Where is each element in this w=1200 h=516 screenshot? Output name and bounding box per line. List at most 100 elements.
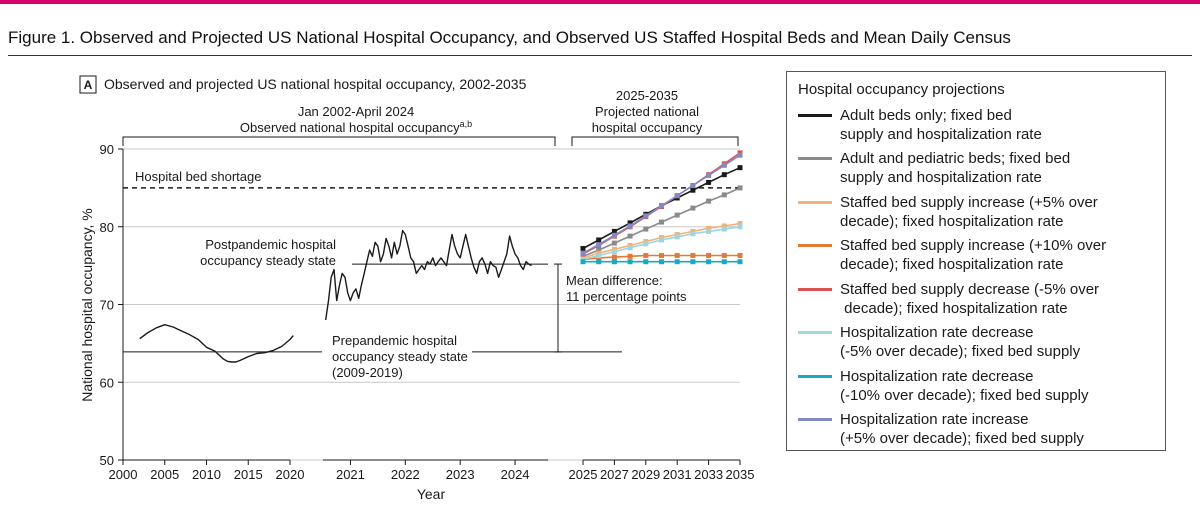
observed-series — [139, 229, 532, 363]
x-tick-label: 2000 — [109, 467, 138, 482]
series-point — [627, 233, 633, 239]
series-point — [690, 231, 696, 237]
x-tick-label: 2035 — [726, 467, 755, 482]
prepandemic-label-line2: occupancy steady state — [332, 349, 468, 364]
series-point — [659, 203, 664, 209]
projected-bracket — [571, 136, 739, 146]
figure-title: Figure 1. Observed and Projected US Nati… — [8, 28, 1011, 47]
series-point — [737, 165, 743, 171]
legend-swatch — [798, 375, 832, 378]
series-point — [674, 234, 680, 240]
series-point — [721, 162, 727, 168]
legend-swatch — [798, 244, 832, 247]
series-point — [690, 183, 696, 189]
series-point — [627, 245, 633, 251]
y-axis-label: National hospital occupancy, % — [79, 208, 95, 402]
observed-bracket-superscript: a,b — [460, 119, 473, 129]
series-point — [596, 247, 602, 253]
postpandemic-label-line1: Postpandemic hospital — [205, 237, 336, 252]
series-point — [674, 193, 680, 199]
x-tick-label: 2031 — [663, 467, 692, 482]
observed-bracket — [122, 136, 556, 146]
series-point — [674, 212, 680, 218]
series-point — [659, 259, 664, 265]
series-point — [659, 253, 664, 259]
series-group — [580, 185, 743, 259]
x-tick-label: 2020 — [276, 467, 305, 482]
observed-bracket-line2: Observed national hospital occupancya,b — [240, 119, 472, 135]
series-point — [627, 223, 633, 229]
legend-label: Hospitalization rate decrease (-5% over … — [840, 324, 1081, 360]
series-point — [627, 220, 633, 226]
series-point — [580, 259, 586, 265]
y-tick-label: 90 — [100, 142, 114, 157]
series-point — [611, 259, 617, 265]
series-point — [737, 152, 743, 158]
reference-lines — [123, 187, 740, 353]
series-point — [580, 246, 586, 252]
x-tick-label: 2027 — [600, 467, 629, 482]
series-point — [611, 240, 617, 246]
legend-swatch — [798, 331, 832, 334]
series-point — [721, 226, 727, 232]
projected-bracket-line2: Projected national — [595, 104, 699, 119]
series-point — [659, 219, 664, 225]
series-point — [643, 259, 649, 265]
series-point — [674, 259, 680, 265]
title-rule — [8, 55, 1192, 56]
series-group — [580, 259, 743, 265]
series-point — [721, 172, 727, 178]
legend-label: Staffed bed supply increase (+10% over d… — [840, 237, 1107, 273]
series-point — [596, 259, 602, 265]
y-tick-label: 80 — [100, 220, 114, 235]
series-point — [706, 225, 712, 231]
legend-swatch — [798, 157, 832, 160]
series-point — [737, 259, 743, 265]
x-tick-label: 2010 — [192, 467, 221, 482]
x-tick-label: 2021 — [336, 467, 365, 482]
observed-bracket-line1: Jan 2002-April 2024 — [298, 104, 414, 119]
legend-swatch — [798, 201, 832, 204]
y-tick-label: 50 — [100, 453, 114, 468]
series-point — [611, 228, 617, 234]
series-point — [706, 253, 712, 259]
series-point — [690, 187, 696, 193]
series-point — [643, 213, 649, 219]
projection-series — [580, 150, 743, 265]
series-point — [721, 253, 727, 259]
series-point — [721, 192, 727, 198]
occupancy-chart: A Observed and projected US national hos… — [79, 75, 755, 502]
series-point — [611, 249, 617, 255]
series-point — [611, 232, 617, 238]
x-tick-label: 2025 — [569, 467, 598, 482]
chart-title: Observed and projected US national hospi… — [104, 76, 527, 92]
projected-bracket-line3: hospital occupancy — [592, 120, 703, 135]
observed-line-early — [139, 324, 294, 363]
series-point — [674, 253, 680, 259]
x-tick-label: 2022 — [391, 467, 420, 482]
series-point — [721, 259, 727, 265]
legend-swatch — [798, 288, 832, 291]
panel-label-box — [79, 75, 97, 94]
series-point — [706, 172, 712, 178]
series-point — [596, 237, 602, 243]
observed-bracket-line2-text: Observed national hospital occupancy — [240, 120, 460, 135]
legend-label: Staffed bed supply decrease (-5% over de… — [840, 281, 1100, 317]
legend-label: Hospitalization rate increase (+5% over … — [840, 411, 1084, 447]
series-point — [643, 241, 649, 247]
series-point — [690, 205, 696, 211]
panel-label: A — [84, 78, 93, 92]
postpandemic-label-line2: occupancy steady state — [200, 253, 336, 268]
series-point — [659, 237, 664, 243]
series-point — [706, 179, 712, 185]
legend-label: Hospitalization rate decrease (-10% over… — [840, 368, 1089, 404]
prepandemic-label-line3: (2009-2019) — [332, 365, 403, 380]
series-point — [737, 224, 743, 230]
series-group — [580, 152, 743, 256]
legend-swatch — [798, 114, 832, 117]
legend-swatch — [798, 418, 832, 421]
series-point — [627, 259, 633, 265]
projected-bracket-line1: 2025-2035 — [616, 88, 678, 103]
series-point — [706, 198, 712, 204]
series-point — [580, 250, 586, 256]
